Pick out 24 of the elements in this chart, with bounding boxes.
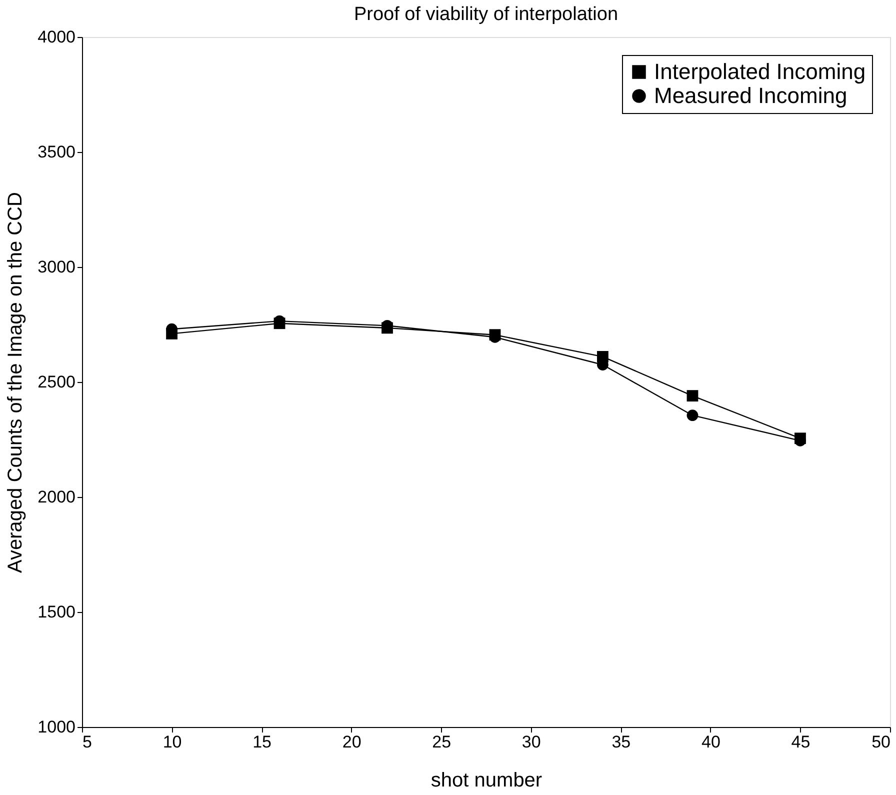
x-tick-label: 10 [162, 732, 182, 752]
x-tick-label: 35 [612, 732, 631, 752]
y-tick-label: 2000 [38, 488, 76, 506]
y-tick-label: 3000 [38, 258, 76, 276]
x-tick-label: 45 [791, 732, 810, 752]
x-tick-label: 50 [872, 732, 890, 752]
point [686, 390, 698, 402]
legend-label: Interpolated Incoming [654, 59, 866, 84]
x-tick-label: 20 [342, 732, 362, 752]
x-tick-label: 30 [522, 732, 541, 752]
x-tick-label: 40 [701, 732, 720, 752]
y-tick-label: 1500 [38, 602, 76, 622]
y-tick-label: 2500 [38, 372, 76, 392]
x-tick-label: 25 [432, 732, 452, 752]
y-tick-label: 3500 [38, 142, 76, 162]
point [686, 410, 698, 422]
x-axis-title: shot number [430, 770, 542, 792]
x-tick-label: 15 [252, 732, 272, 752]
legend-label: Measured Incoming [654, 83, 848, 108]
x-tick-label: 5 [82, 732, 92, 752]
chart-title: Proof of viability of interpolation [354, 4, 618, 25]
y-tick-label: 4000 [38, 28, 76, 46]
y-tick-label: 1000 [38, 718, 76, 736]
y-axis-title: Averaged Counts of the Image on the CCD [4, 192, 27, 573]
